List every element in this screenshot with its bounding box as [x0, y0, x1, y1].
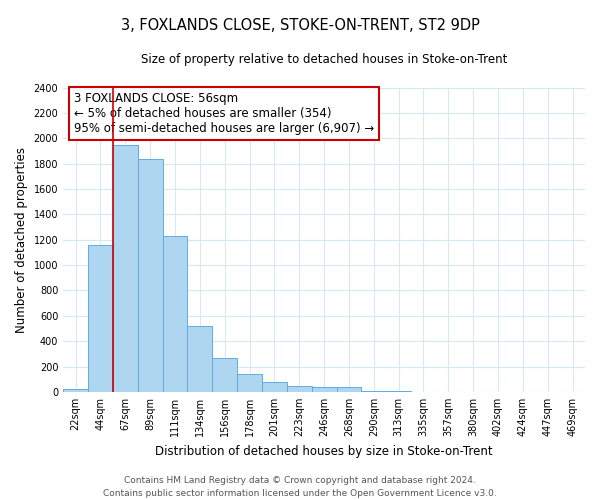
Bar: [287, 386, 311, 392]
Bar: [63, 389, 88, 392]
X-axis label: Distribution of detached houses by size in Stoke-on-Trent: Distribution of detached houses by size …: [155, 444, 493, 458]
Bar: [237, 374, 262, 392]
Text: Contains HM Land Registry data © Crown copyright and database right 2024.
Contai: Contains HM Land Registry data © Crown c…: [103, 476, 497, 498]
Text: 3 FOXLANDS CLOSE: 56sqm
← 5% of detached houses are smaller (354)
95% of semi-de: 3 FOXLANDS CLOSE: 56sqm ← 5% of detached…: [74, 92, 374, 135]
Bar: [163, 236, 187, 392]
Text: 3, FOXLANDS CLOSE, STOKE-ON-TRENT, ST2 9DP: 3, FOXLANDS CLOSE, STOKE-ON-TRENT, ST2 9…: [121, 18, 479, 32]
Bar: [361, 390, 386, 392]
Bar: [311, 387, 337, 392]
Bar: [262, 382, 287, 392]
Bar: [187, 326, 212, 392]
Bar: [212, 358, 237, 392]
Y-axis label: Number of detached properties: Number of detached properties: [15, 146, 28, 332]
Bar: [88, 245, 113, 392]
Bar: [113, 144, 138, 392]
Bar: [337, 388, 361, 392]
Title: Size of property relative to detached houses in Stoke-on-Trent: Size of property relative to detached ho…: [141, 52, 507, 66]
Bar: [138, 158, 163, 392]
